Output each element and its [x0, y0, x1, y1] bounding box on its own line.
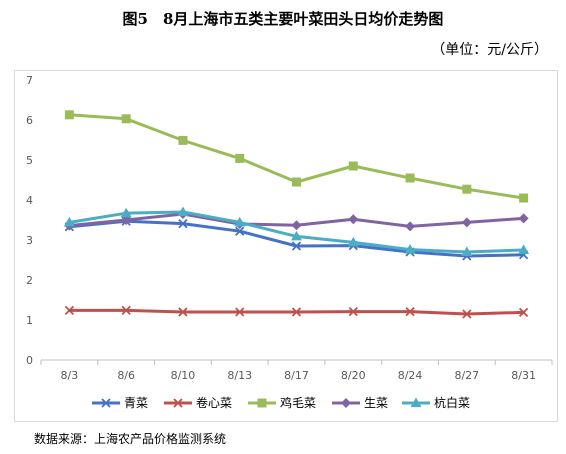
y-tick-label: 2 [26, 274, 33, 287]
x-tick-label: 8/17 [284, 369, 309, 382]
data-point [405, 306, 415, 317]
y-tick-label: 1 [26, 314, 33, 327]
data-point [178, 218, 188, 229]
data-point [461, 246, 473, 256]
data-point [462, 309, 472, 319]
x-tick-label: 8/24 [398, 369, 423, 382]
data-source: 数据来源：上海农产品价格监测系统 [34, 432, 227, 446]
data-point [405, 173, 415, 183]
data-point [64, 305, 75, 316]
x-tick-label: 8/20 [341, 369, 366, 382]
legend-marker [341, 398, 351, 408]
legend-label: 生菜 [364, 396, 388, 410]
data-point [348, 214, 359, 225]
data-point [177, 206, 189, 216]
chart-frame [14, 70, 558, 422]
data-point [291, 230, 302, 241]
data-point [518, 213, 529, 224]
data-point [519, 193, 529, 203]
data-point [518, 307, 529, 318]
legend-label: 青菜 [124, 396, 148, 410]
data-point [121, 215, 132, 225]
y-tick-label: 0 [26, 354, 33, 367]
data-point [348, 161, 358, 171]
data-point [121, 114, 131, 124]
x-tick-label: 8/31 [511, 369, 536, 382]
x-tick-label: 8/3 [61, 369, 79, 382]
x-tick-label: 8/13 [227, 369, 252, 382]
data-point [235, 226, 245, 236]
legend-label: 鸡毛菜 [280, 395, 316, 410]
y-tick-label: 5 [26, 154, 33, 167]
legend-marker [257, 398, 267, 408]
y-tick-label: 6 [26, 114, 33, 127]
data-point [120, 207, 132, 218]
data-point [291, 241, 302, 251]
y-tick-label: 3 [26, 234, 33, 247]
data-point [178, 307, 188, 317]
legend-label: 杭白菜 [434, 395, 470, 410]
data-point [234, 216, 246, 227]
x-tick-label: 8/27 [454, 369, 479, 382]
unit-label: （单位：元/公斤） [431, 42, 548, 58]
x-tick-label: 8/10 [171, 369, 196, 382]
data-point [404, 244, 416, 254]
data-point [518, 244, 530, 254]
data-point [291, 307, 302, 317]
data-point [121, 305, 131, 316]
data-point [405, 221, 416, 232]
data-point [235, 307, 245, 317]
y-tick-label: 7 [26, 74, 33, 87]
data-point [461, 217, 472, 228]
y-tick-label: 4 [26, 194, 33, 207]
legend-marker [173, 398, 183, 408]
data-point [291, 220, 302, 231]
legend-marker [101, 398, 111, 408]
legend-marker [410, 397, 422, 407]
chart-title: 图5 8月上海市五类主要叶菜田头日均价走势图 [122, 10, 444, 28]
data-point [63, 216, 75, 227]
data-point [347, 236, 359, 247]
data-point [292, 177, 301, 187]
data-point [348, 306, 358, 317]
data-point [64, 110, 74, 120]
data-point [178, 135, 188, 145]
data-point [235, 153, 245, 163]
x-tick-label: 8/6 [117, 369, 135, 382]
legend-label: 卷心菜 [196, 395, 232, 410]
data-point [462, 184, 472, 194]
